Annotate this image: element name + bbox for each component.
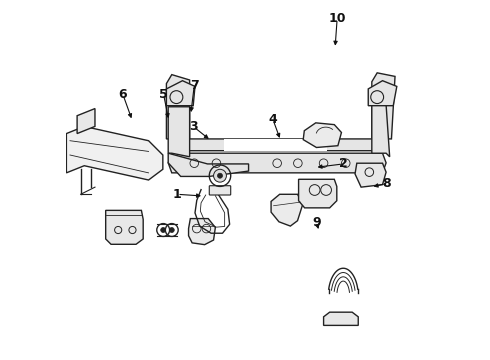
Polygon shape [106,210,143,244]
Polygon shape [172,139,386,151]
Polygon shape [168,153,386,173]
Polygon shape [167,75,190,139]
Text: 1: 1 [173,188,181,201]
Polygon shape [66,126,163,180]
Polygon shape [355,163,386,187]
Polygon shape [167,81,195,106]
Circle shape [161,228,166,233]
Text: 5: 5 [159,88,168,101]
Polygon shape [77,109,95,134]
Polygon shape [223,139,327,151]
FancyBboxPatch shape [209,186,231,195]
Text: 3: 3 [189,120,197,133]
Circle shape [218,173,222,178]
Circle shape [169,228,174,233]
Polygon shape [372,105,390,157]
Polygon shape [271,194,303,226]
Polygon shape [298,179,337,208]
Polygon shape [168,153,248,176]
Text: 4: 4 [269,113,277,126]
Polygon shape [368,81,397,106]
Polygon shape [168,107,190,157]
Text: 9: 9 [312,216,321,229]
Circle shape [214,169,226,182]
Text: 7: 7 [190,79,198,92]
Text: 2: 2 [339,157,347,170]
Text: 6: 6 [119,88,127,101]
Polygon shape [372,73,395,139]
Text: 10: 10 [328,12,346,25]
Text: 8: 8 [382,177,391,190]
Polygon shape [303,123,342,148]
Polygon shape [323,312,358,325]
Polygon shape [189,219,215,245]
